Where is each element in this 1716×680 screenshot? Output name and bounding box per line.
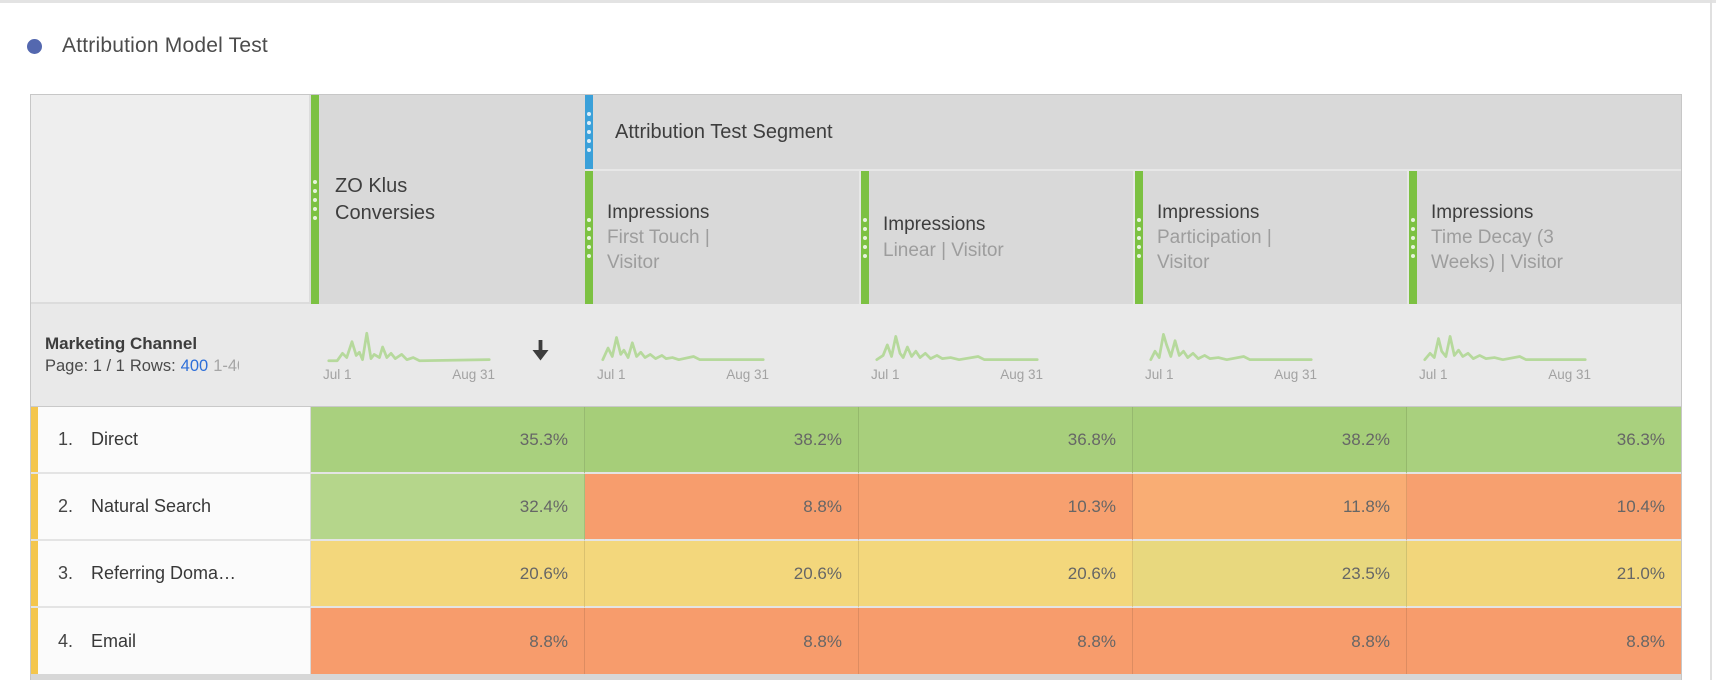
column-header-first-touch[interactable]: Impressions First Touch | Visitor <box>585 171 859 304</box>
column-header-title: ZO Klus Conversies <box>335 175 436 224</box>
page-indicator: Page: 1 / 1 <box>45 357 125 375</box>
sparkline-start-date: Jul 1 <box>1145 367 1174 382</box>
sparkline-chart-icon <box>327 331 491 363</box>
row-name: Natural Search <box>91 496 212 516</box>
row-selected-stripe <box>31 608 38 675</box>
viewport-right-edge <box>1710 0 1712 680</box>
value-cell[interactable]: 11.8% <box>1133 474 1407 541</box>
row-label-referring-domains[interactable]: 3. Referring Doma… <box>31 541 311 608</box>
table-bottom-edge <box>30 674 1682 680</box>
metric-drag-handle-icon[interactable] <box>1135 171 1143 304</box>
value-cell[interactable]: 20.6% <box>859 541 1133 608</box>
value-cell[interactable]: 21.0% <box>1407 541 1681 608</box>
panel-title: Attribution Model Test <box>62 34 268 57</box>
sparkline: Jul 1 Aug 31 <box>323 328 495 382</box>
sparkline-start-date: Jul 1 <box>597 367 626 382</box>
sparkline-cell-first-touch: Jul 1 Aug 31 <box>585 304 859 407</box>
panel-header[interactable]: Attribution Model Test <box>27 34 268 58</box>
column-header-subtitle: Linear | Visitor <box>883 239 1004 261</box>
dimension-header-marketing-channel[interactable]: Marketing Channel Page: 1 / 1 Rows: 400 … <box>31 304 311 407</box>
sparkline-end-date: Aug 31 <box>1000 367 1043 382</box>
row-number: 2. <box>58 496 74 516</box>
sparkline-cell-linear: Jul 1 Aug 31 <box>859 304 1133 407</box>
row-name: Referring Doma… <box>91 563 237 583</box>
dimension-title: Marketing Channel <box>45 334 198 353</box>
sparkline-start-date: Jul 1 <box>871 367 900 382</box>
row-selected-stripe <box>31 407 38 472</box>
column-header-title: Impressions <box>1157 201 1260 223</box>
panel-collapse-bullet-icon[interactable] <box>27 38 42 54</box>
value-cell[interactable]: 10.3% <box>859 474 1133 541</box>
sparkline-end-date: Aug 31 <box>1548 367 1591 382</box>
value-cell[interactable]: 8.8% <box>585 474 859 541</box>
column-header-linear[interactable]: Impressions Linear | Visitor <box>859 171 1133 304</box>
column-header-subtitle: Participation | Visitor <box>1157 226 1272 274</box>
metric-drag-handle-icon[interactable] <box>1409 171 1417 304</box>
sparkline-chart-icon <box>1149 332 1313 362</box>
sparkline-end-date: Aug 31 <box>726 367 769 382</box>
metric-drag-handle-icon[interactable] <box>311 95 319 304</box>
segment-header-title: Attribution Test Segment <box>615 120 833 143</box>
sparkline-start-date: Jul 1 <box>1419 367 1448 382</box>
column-header-subtitle: First Touch | Visitor <box>607 226 710 274</box>
value-cell[interactable]: 32.4% <box>311 474 585 541</box>
sparkline-chart-icon <box>601 336 765 362</box>
metric-drag-handle-icon[interactable] <box>585 171 593 304</box>
sort-descending-arrow-icon[interactable] <box>532 340 549 361</box>
sparkline: Jul 1 Aug 31 <box>1419 328 1591 382</box>
column-header-title: Impressions <box>883 214 986 236</box>
row-number: 4. <box>58 631 74 651</box>
row-name: Direct <box>91 429 139 449</box>
segment-drag-handle-icon[interactable] <box>585 95 593 169</box>
sparkline: Jul 1 Aug 31 <box>871 328 1043 382</box>
sparkline-end-date: Aug 31 <box>452 367 495 382</box>
rows-count-dropdown[interactable]: 400 <box>180 357 209 375</box>
row-number: 3. <box>58 563 74 583</box>
value-cell[interactable]: 8.8% <box>859 608 1133 675</box>
segment-header-attribution-test[interactable]: Attribution Test Segment <box>585 95 1681 171</box>
row-name: Email <box>91 631 137 651</box>
sparkline-cell-zo-klus: Jul 1 Aug 31 <box>311 304 585 407</box>
row-selected-stripe <box>31 541 38 606</box>
value-cell[interactable]: 8.8% <box>311 608 585 675</box>
column-header-title: Impressions <box>1431 201 1534 223</box>
value-cell[interactable]: 23.5% <box>1133 541 1407 608</box>
row-label-direct[interactable]: 1. Direct <box>31 407 311 474</box>
sparkline-chart-icon <box>1423 335 1587 362</box>
column-header-participation[interactable]: Impressions Participation | Visitor <box>1133 171 1407 304</box>
freeform-table: ZO Klus Conversies Attribution Test Segm… <box>30 94 1682 675</box>
column-header-title: Impressions <box>607 201 710 223</box>
row-range-text: 1-400 <box>213 357 239 375</box>
metric-drag-handle-icon[interactable] <box>861 171 869 304</box>
value-cell[interactable]: 20.6% <box>311 541 585 608</box>
value-cell[interactable]: 8.8% <box>1133 608 1407 675</box>
value-cell[interactable]: 38.2% <box>1133 407 1407 474</box>
column-header-zo-klus-conversies[interactable]: ZO Klus Conversies <box>311 95 585 304</box>
row-selected-stripe <box>31 474 38 539</box>
sparkline-end-date: Aug 31 <box>1274 367 1317 382</box>
value-cell[interactable]: 8.8% <box>1407 608 1681 675</box>
value-cell[interactable]: 20.6% <box>585 541 859 608</box>
value-cell[interactable]: 36.8% <box>859 407 1133 474</box>
pagination-info: Page: 1 / 1 Rows: 400 1-400 <box>45 357 311 376</box>
column-header-subtitle: Time Decay (3 Weeks) | Visitor <box>1431 226 1563 274</box>
value-cell[interactable]: 38.2% <box>585 407 859 474</box>
sparkline-chart-icon <box>875 335 1039 362</box>
column-header-time-decay[interactable]: Impressions Time Decay (3 Weeks) | Visit… <box>1407 171 1681 304</box>
sparkline: Jul 1 Aug 31 <box>597 328 769 382</box>
value-cell[interactable]: 36.3% <box>1407 407 1681 474</box>
rows-label: Rows: <box>129 357 176 375</box>
sparkline: Jul 1 Aug 31 <box>1145 328 1317 382</box>
value-cell[interactable]: 10.4% <box>1407 474 1681 541</box>
value-cell[interactable]: 8.8% <box>585 608 859 675</box>
value-cell[interactable]: 35.3% <box>311 407 585 474</box>
table-corner-cell <box>31 95 311 304</box>
panel-top-border <box>0 0 1716 3</box>
row-number: 1. <box>58 429 74 449</box>
row-label-email[interactable]: 4. Email <box>31 608 311 675</box>
sparkline-cell-participation: Jul 1 Aug 31 <box>1133 304 1407 407</box>
sparkline-start-date: Jul 1 <box>323 367 352 382</box>
row-label-natural-search[interactable]: 2. Natural Search <box>31 474 311 541</box>
sparkline-cell-time-decay: Jul 1 Aug 31 <box>1407 304 1681 407</box>
